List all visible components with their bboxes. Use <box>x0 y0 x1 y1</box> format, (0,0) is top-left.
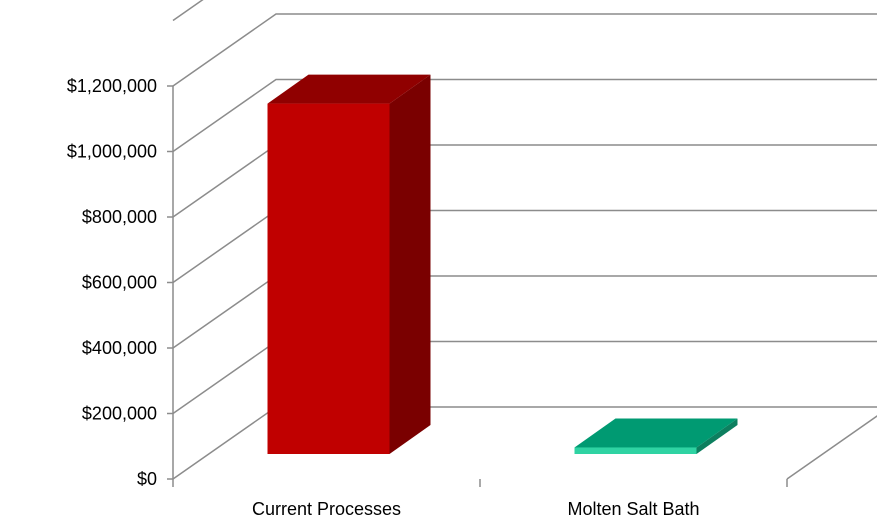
bar-molten-salt-bath <box>574 418 738 454</box>
bar-top-face <box>267 74 431 104</box>
floor-outline <box>172 406 877 480</box>
bar-current-processes <box>267 74 431 454</box>
y-tick-label: $800,000 <box>82 207 157 227</box>
gridline <box>172 78 877 153</box>
wall-top-edge <box>172 0 204 22</box>
bar-top-face <box>574 418 738 448</box>
y-tick-label: $0 <box>137 469 157 489</box>
y-axis-tick-labels: $0 $200,000 $400,000 $600,000 $800,000 $1,000… <box>67 76 157 489</box>
y-tick-label: $1,000,000 <box>67 142 157 162</box>
y-tick-label: $600,000 <box>82 273 157 293</box>
y-tick-label: $1,200,000 <box>67 76 157 96</box>
y-tick-label: $400,000 <box>82 338 157 358</box>
bar-front-face <box>574 447 697 454</box>
bar-front-face <box>267 103 390 454</box>
x-category-label: Current Processes <box>252 499 401 519</box>
y-tick-label: $200,000 <box>82 404 157 424</box>
x-axis-category-labels: Current Processes Molten Salt Bath <box>252 499 700 519</box>
bar-side-face <box>389 74 431 454</box>
bar-side-face <box>696 418 738 454</box>
gridline <box>172 13 877 87</box>
bars <box>267 74 738 454</box>
x-category-label: Molten Salt Bath <box>567 499 699 519</box>
